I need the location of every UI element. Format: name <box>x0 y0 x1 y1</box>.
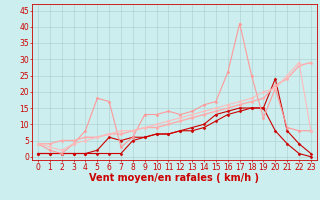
X-axis label: Vent moyen/en rafales ( km/h ): Vent moyen/en rafales ( km/h ) <box>89 173 260 183</box>
